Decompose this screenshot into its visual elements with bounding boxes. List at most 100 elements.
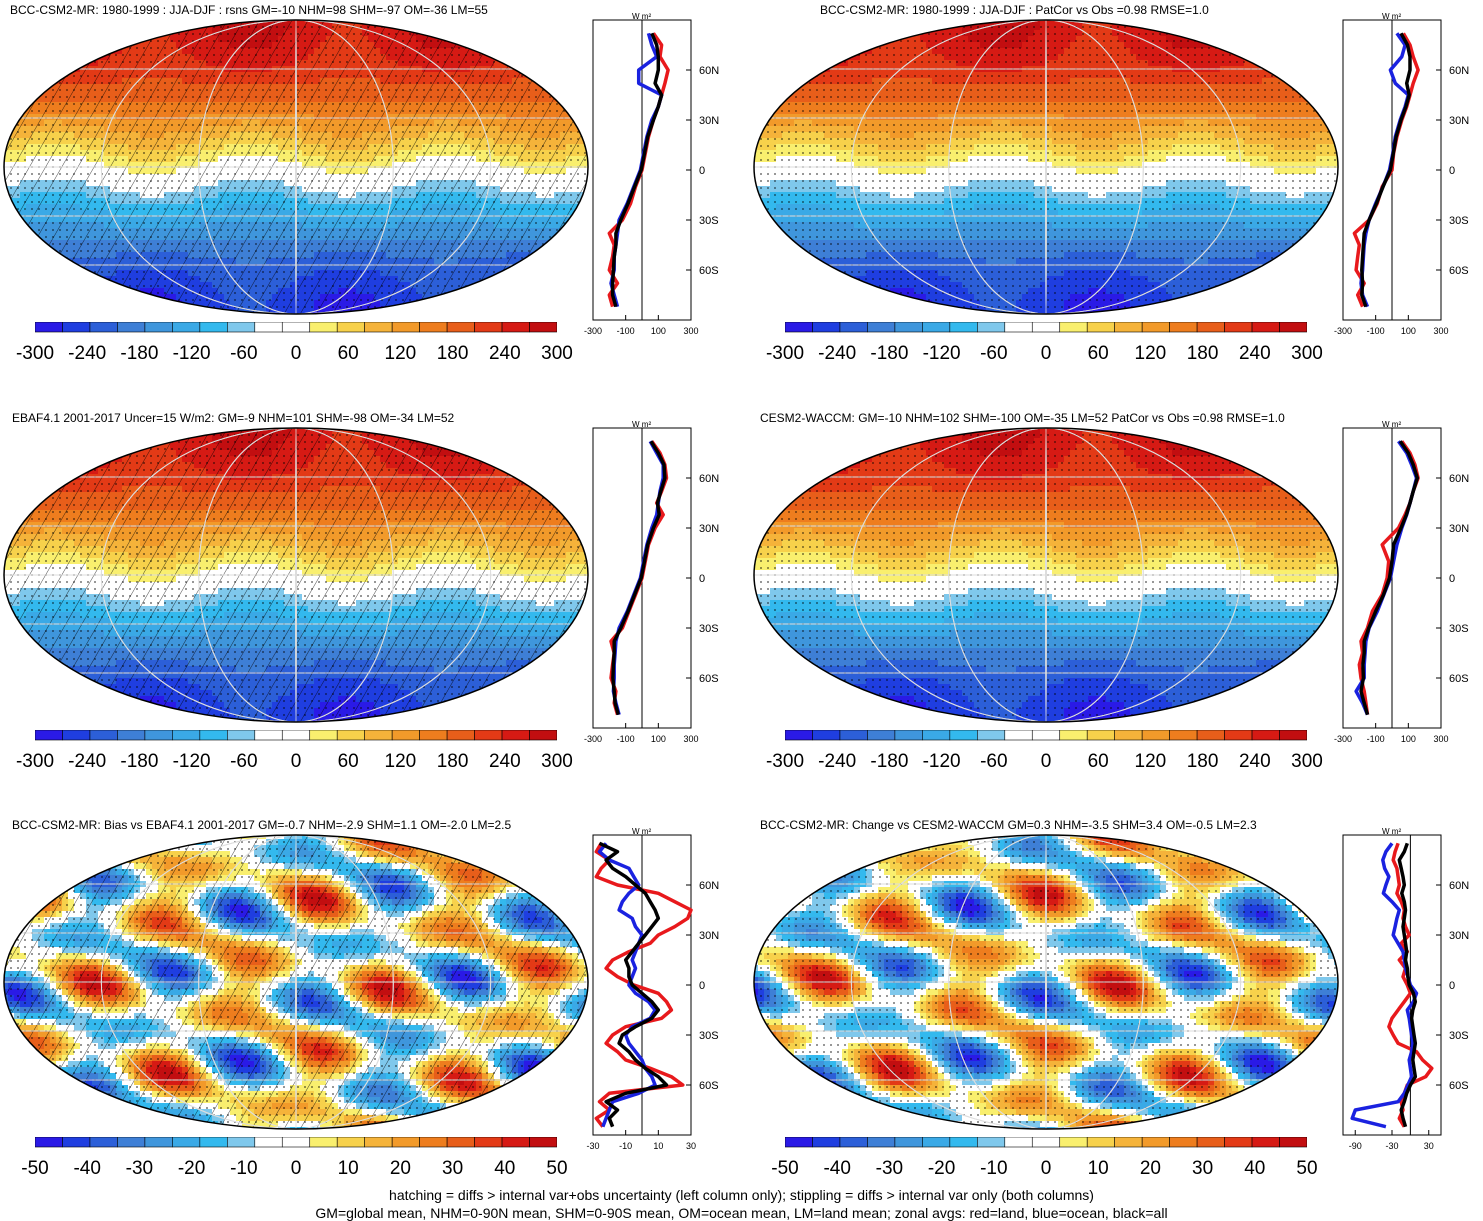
- colorbar-tick-label: 10: [1088, 1158, 1109, 1180]
- world-map: [3, 834, 589, 1130]
- zonal-value-tick-label: 300: [683, 326, 698, 336]
- colorbar-tick-label: 0: [291, 751, 302, 773]
- zonal-value-tick-label: -30: [1385, 1141, 1398, 1151]
- zonal-line-all: [610, 32, 664, 308]
- zonal-lat-tick-label: 60S: [699, 265, 719, 277]
- colorbar-tick-label: 300: [1291, 751, 1323, 773]
- colorbar: [35, 1137, 557, 1148]
- colorbar-tick-label: -60: [230, 751, 257, 773]
- colorbar-tick-label: 40: [494, 1158, 515, 1180]
- colorbar-tick-label: 180: [437, 751, 469, 773]
- zonal-unit-label: W m²: [1382, 12, 1401, 21]
- zonal-line-all: [1360, 32, 1412, 308]
- colorbar-tick-label: -120: [173, 751, 211, 773]
- colorbar-tick-label: -300: [16, 343, 54, 365]
- colorbar-tick-label: -240: [818, 343, 856, 365]
- colorbar-tick-label: -60: [230, 343, 257, 365]
- zonal-value-tick-label: -300: [1334, 326, 1352, 336]
- zonal-value-tick-label: -100: [617, 326, 635, 336]
- map-panel-4: CESM2-WACCM: GM=-10 NHM=102 SHM=-100 OM=…: [750, 408, 1483, 808]
- zonal-line-ocean: [597, 842, 657, 1128]
- colorbar-tick-label: -300: [766, 343, 804, 365]
- zonal-unit-label: W m²: [632, 420, 651, 429]
- zonal-value-tick-label: -90: [1349, 1141, 1362, 1151]
- world-map: [3, 427, 589, 723]
- zonal-lat-tick-label: 60N: [1449, 473, 1469, 485]
- zonal-lat-tick-label: 60S: [699, 1080, 719, 1092]
- colorbar-labels: -50 -40 -30 -20 -10 0 10 20 30 40 50: [771, 1158, 1317, 1182]
- zonal-line-all: [598, 841, 669, 1128]
- world-map: [3, 19, 589, 315]
- colorbar-tick-label: 60: [338, 343, 359, 365]
- colorbar-tick-label: 0: [291, 343, 302, 365]
- zonal-value-tick-label: -10: [619, 1141, 632, 1151]
- colorbar-tick-label: -300: [16, 751, 54, 773]
- zonal-lat-tick-label: 30N: [699, 930, 719, 942]
- colorbar-tick-label: -30: [876, 1158, 903, 1180]
- zonal-lat-tick-label: 60N: [699, 473, 719, 485]
- colorbar-tick-label: 180: [437, 343, 469, 365]
- zonal-lat-tick-label: 30S: [1449, 215, 1469, 227]
- zonal-value-tick-label: 100: [651, 326, 666, 336]
- colorbar-tick-label: -10: [980, 1158, 1007, 1180]
- colorbar: [785, 322, 1307, 333]
- panel-title: BCC-CSM2-MR: 1980-1999 : JJA-DJF : rsns …: [10, 3, 488, 17]
- colorbar-tick-label: -30: [126, 1158, 153, 1180]
- colorbar: [35, 730, 557, 741]
- zonal-lat-tick-label: 0: [699, 980, 705, 992]
- zonal-value-tick-label: 300: [1433, 326, 1448, 336]
- colorbar-tick-label: 0: [1041, 1158, 1052, 1180]
- colorbar-labels: -300 -240 -180 -120 -60 0 60 120 180 240 300: [766, 751, 1323, 775]
- zonal-lat-tick-label: 30N: [1449, 930, 1469, 942]
- colorbar-tick-label: 50: [546, 1158, 567, 1180]
- colorbar-tick-label: 0: [1041, 751, 1052, 773]
- zonal-lat-tick-label: 0: [699, 573, 705, 585]
- colorbar-tick-label: -180: [120, 343, 158, 365]
- colorbar-tick-label: -240: [68, 343, 106, 365]
- zonal-unit-label: W m²: [632, 12, 651, 21]
- colorbar-tick-label: 60: [338, 751, 359, 773]
- map-panel-2: BCC-CSM2-MR: 1980-1999 : JJA-DJF : PatCo…: [750, 0, 1483, 400]
- zonal-mean-plot: W m² 60N 30N 0 30S 60S -300 -100 100 300: [584, 12, 719, 336]
- zonal-lat-tick-label: 30N: [699, 115, 719, 127]
- zonal-unit-label: W m²: [1382, 420, 1401, 429]
- colorbar-tick-label: 120: [385, 751, 417, 773]
- colorbar-tick-label: 120: [1135, 751, 1167, 773]
- zonal-mean-plot: W m² 60N 30N 0 30S 60S -300 -100 100 300: [1334, 420, 1469, 744]
- map-panel-3: EBAF4.1 2001-2017 Uncer=15 W/m2: GM=-9 N…: [0, 408, 733, 808]
- zonal-line-all: [1359, 440, 1420, 716]
- zonal-value-tick-label: -100: [1367, 734, 1385, 744]
- world-map: [753, 427, 1339, 723]
- colorbar-tick-label: 300: [541, 343, 573, 365]
- colorbar-labels: -300 -240 -180 -120 -60 0 60 120 180 240 300: [16, 751, 573, 775]
- zonal-lat-tick-label: 60S: [1449, 1080, 1469, 1092]
- colorbar-tick-label: -40: [823, 1158, 850, 1180]
- zonal-lat-tick-label: 0: [1449, 165, 1455, 177]
- colorbar-tick-label: -240: [68, 751, 106, 773]
- colorbar-tick-label: -20: [178, 1158, 205, 1180]
- zonal-lat-tick-label: 60N: [1449, 65, 1469, 77]
- colorbar-tick-label: 0: [1041, 343, 1052, 365]
- zonal-value-tick-label: 10: [653, 1141, 663, 1151]
- colorbar-tick-label: 240: [489, 343, 521, 365]
- colorbar-tick-label: 300: [1291, 343, 1323, 365]
- zonal-lat-tick-label: 60S: [1449, 265, 1469, 277]
- zonal-value-tick-label: 30: [1424, 1141, 1434, 1151]
- colorbar-tick-label: 20: [1140, 1158, 1161, 1180]
- zonal-lat-tick-label: 30S: [1449, 1030, 1469, 1042]
- colorbar-tick-label: 120: [1135, 343, 1167, 365]
- colorbar: [35, 322, 557, 333]
- zonal-value-tick-label: 100: [1401, 734, 1416, 744]
- zonal-line-land: [1387, 842, 1434, 1128]
- zonal-value-tick-label: -100: [617, 734, 635, 744]
- zonal-value-tick-label: -300: [1334, 734, 1352, 744]
- zonal-lat-tick-label: 60S: [1449, 673, 1469, 685]
- colorbar-tick-label: 300: [541, 751, 573, 773]
- colorbar-labels: -300 -240 -180 -120 -60 0 60 120 180 240 300: [16, 343, 573, 367]
- zonal-lat-tick-label: 30S: [699, 1030, 719, 1042]
- colorbar-tick-label: 40: [1244, 1158, 1265, 1180]
- zonal-line-all: [1397, 842, 1418, 1128]
- colorbar-tick-label: 50: [1296, 1158, 1317, 1180]
- colorbar-tick-label: -60: [980, 343, 1007, 365]
- colorbar-tick-label: -50: [771, 1158, 798, 1180]
